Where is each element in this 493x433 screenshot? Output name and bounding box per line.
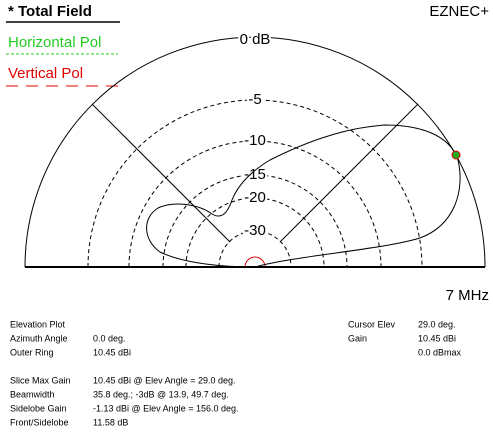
info-panel: Elevation Plot Azimuth Angle 0.0 deg. Ou… [10, 319, 462, 427]
ring-label: -30 [244, 222, 266, 239]
legend-horizontal: Horizontal Pol [8, 34, 101, 51]
info-label: Azimuth Angle [10, 333, 68, 343]
info-label: Front/Sidelobe [10, 417, 69, 427]
info-value: 10.45 dBi [418, 333, 456, 343]
ring [185, 197, 325, 268]
ring-label: -20 [244, 189, 266, 206]
ring [87, 99, 423, 268]
info-value: 10.45 dBi [93, 347, 131, 357]
info-value: 0.0 deg. [93, 333, 126, 343]
ring-labels: 0 dB -5 -10 -15 -20 -30 [238, 29, 273, 241]
cursor-dot [451, 150, 461, 160]
frequency: 7 MHz [446, 287, 489, 304]
spoke [91, 103, 231, 243]
info-label: Slice Max Gain [10, 375, 71, 385]
center-arc [244, 256, 266, 268]
ring-label: -15 [244, 166, 266, 183]
ring [162, 174, 348, 268]
program-name: EZNEC+ [429, 3, 489, 20]
info-value: -1.13 dBi @ Elev Angle = 156.0 deg. [93, 403, 239, 413]
info-value: 29.0 deg. [418, 319, 456, 329]
ring [128, 140, 382, 268]
ring-label: 0 dB [240, 31, 271, 48]
title: * Total Field [8, 3, 92, 20]
plot-type: Elevation Plot [10, 319, 66, 329]
ring-label: -10 [244, 132, 266, 149]
legend-vertical: Vertical Pol [8, 65, 83, 82]
ring [218, 230, 292, 268]
spoke [279, 103, 419, 243]
info-label: Sidelobe Gain [10, 403, 67, 413]
info-label: Beamwidth [10, 389, 55, 399]
ring-label: -5 [248, 91, 261, 108]
info-label: Gain [348, 333, 367, 343]
info-value: 35.8 deg.; -3dB @ 13.9, 49.7 deg. [93, 389, 229, 399]
info-value: 10.45 dBi @ Elev Angle = 29.0 deg. [93, 375, 236, 385]
info-value: 0.0 dBmax [418, 347, 462, 357]
info-label: Cursor Elev [348, 319, 396, 329]
info-value: 11.58 dB [93, 417, 128, 427]
info-label: Outer Ring [10, 347, 54, 357]
pattern-curve [146, 124, 461, 268]
